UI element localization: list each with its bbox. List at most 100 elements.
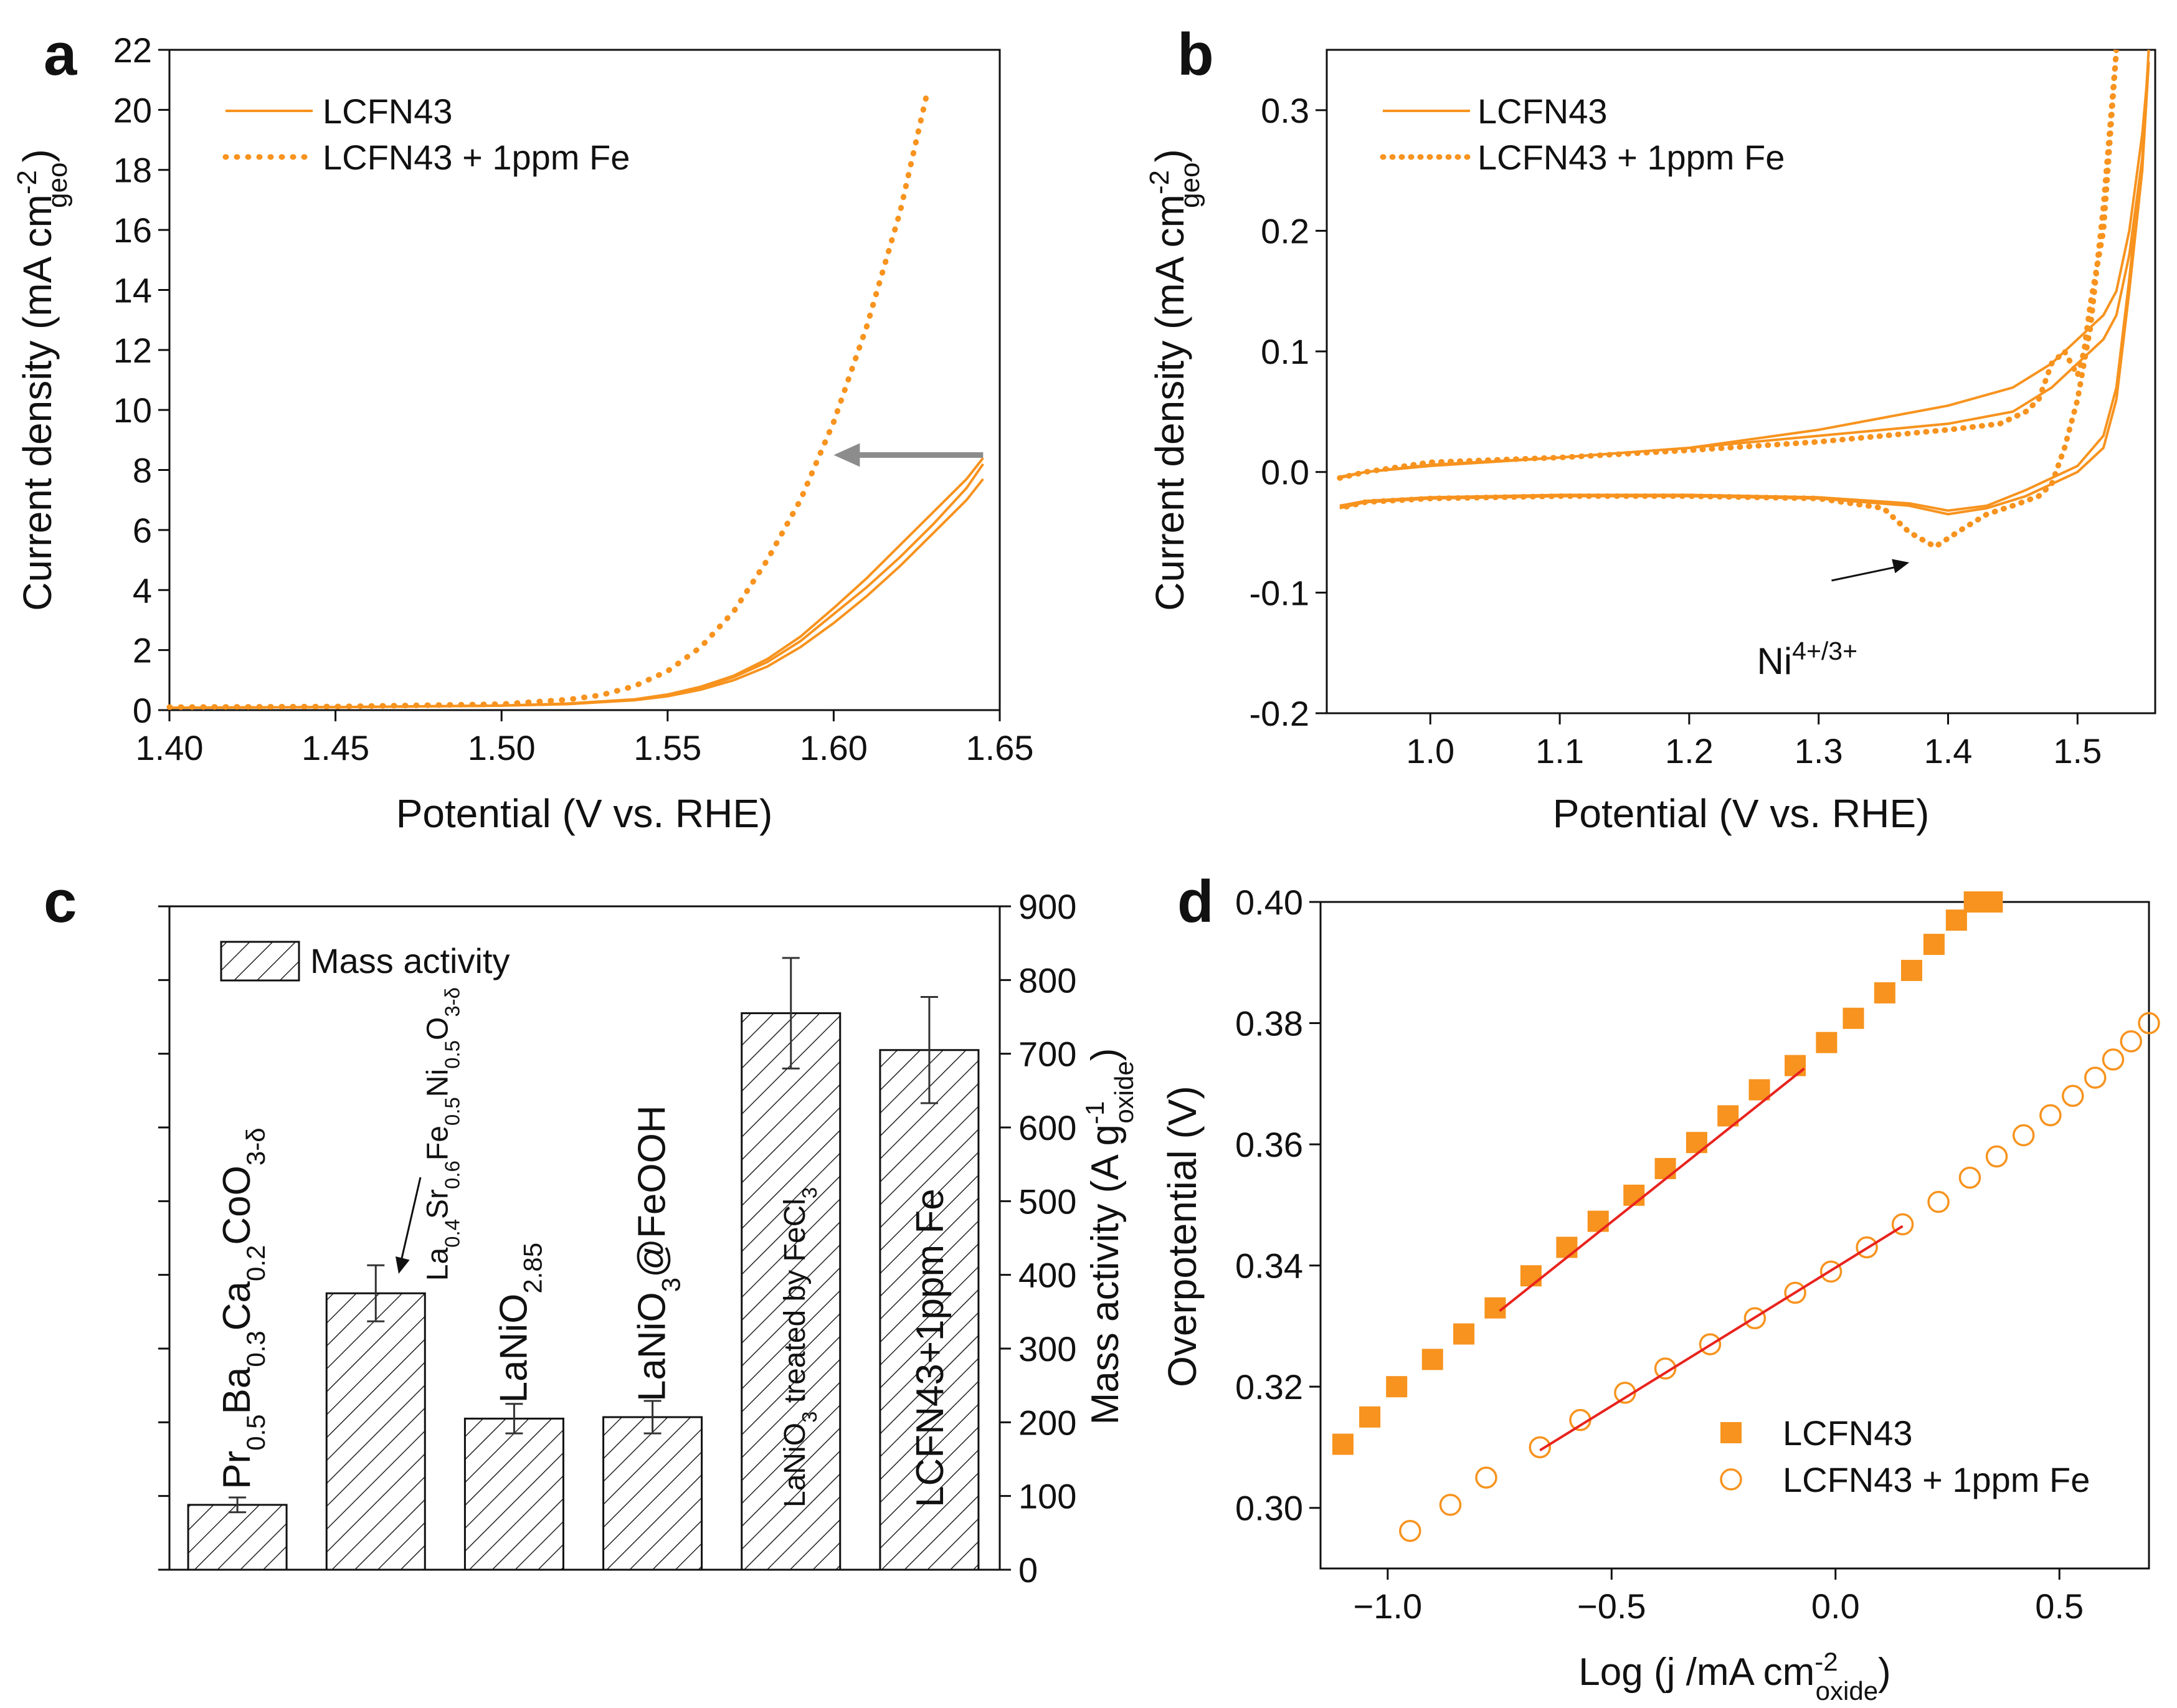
y-tick-label: 10 bbox=[113, 391, 152, 430]
panel-c-chart: 0 100 200 300 400 500 600 700 800 900 Pr0.5Ba0.3Ca… bbox=[158, 887, 1139, 1590]
data-point-square bbox=[1654, 1158, 1676, 1179]
y-tick-label: 200 bbox=[1018, 1403, 1076, 1442]
y-tick-label: 20 bbox=[113, 90, 152, 130]
y-axis-label: Overpotential (V) bbox=[1160, 1086, 1205, 1387]
x-tick-label: 1.65 bbox=[966, 728, 1034, 767]
bar-label: LaNiO2.85 bbox=[492, 1243, 547, 1403]
data-point-circle bbox=[2102, 1048, 2125, 1071]
x-tick-label: 1.60 bbox=[800, 728, 868, 767]
x-tick-label: 0.0 bbox=[1811, 1587, 1860, 1626]
plot-frame bbox=[168, 905, 1001, 1571]
x-tick-label: 1.4 bbox=[1924, 731, 1973, 771]
x-tick-label: 1.2 bbox=[1665, 731, 1714, 771]
label-pointer-head bbox=[395, 1256, 410, 1274]
data-point-square bbox=[1816, 1032, 1838, 1053]
data-point-circle bbox=[2062, 1084, 2084, 1108]
y-tick-label: 600 bbox=[1018, 1108, 1076, 1147]
data-point-circle bbox=[1927, 1190, 1950, 1213]
data-point-square bbox=[1843, 1007, 1864, 1029]
data-point-circle bbox=[1784, 1281, 1806, 1304]
y-tick-label: 0 bbox=[1018, 1550, 1038, 1590]
y-axis-label: Current density (mA cm-2geo) bbox=[1144, 149, 1205, 610]
y-tick-label: 0 bbox=[133, 691, 152, 730]
y-tick-label: 0.1 bbox=[1261, 332, 1309, 371]
data-point-square bbox=[1874, 982, 1895, 1003]
legend-swatch-circle bbox=[1720, 1468, 1742, 1491]
y-tick-label: 300 bbox=[1018, 1329, 1076, 1369]
data-point-square bbox=[1945, 909, 1967, 931]
y-tick-label: 0.34 bbox=[1235, 1246, 1303, 1286]
legend-label: LCFN43 + 1ppm Fe bbox=[1783, 1460, 2090, 1499]
annotation-arrow-shaft bbox=[1831, 564, 1904, 582]
series-line-lcfn43 bbox=[1339, 62, 2150, 516]
data-point-circle bbox=[2039, 1104, 2062, 1127]
x-tick-label: −0.5 bbox=[1577, 1587, 1646, 1626]
panel-d-chart: −1.0 −0.5 0.0 0.5 0.30 0.32 0.34 0.36 0.38 0.40 LC… bbox=[1160, 883, 2160, 1706]
data-point-circle bbox=[1958, 1166, 1981, 1189]
data-point-circle bbox=[1475, 1466, 1497, 1489]
data-point-square bbox=[1556, 1236, 1578, 1258]
data-point-square bbox=[1453, 1323, 1475, 1345]
plot-frame bbox=[1326, 49, 2156, 714]
data-point-circle bbox=[1699, 1333, 1722, 1355]
y-tick-label: 0.32 bbox=[1235, 1367, 1303, 1407]
data-point-square bbox=[1923, 934, 1945, 956]
data-point-circle bbox=[1529, 1436, 1552, 1459]
x-axis-label: Potential (V vs. RHE) bbox=[1553, 791, 1930, 836]
annotation-label: Ni4+/3+ bbox=[1757, 637, 1857, 682]
y-axis-label: Mass activity (A g-1oxide) bbox=[1080, 1048, 1139, 1425]
series-line-lcfn43-fe bbox=[1337, 49, 2120, 551]
bar bbox=[325, 1292, 426, 1571]
y-tick-label: -0.1 bbox=[1250, 573, 1310, 612]
bar bbox=[741, 1012, 842, 1571]
y-tick-label: 0.36 bbox=[1235, 1125, 1303, 1164]
x-tick-label: 1.45 bbox=[301, 728, 369, 767]
x-tick-label: 1.0 bbox=[1406, 731, 1454, 771]
data-point-square bbox=[1587, 1210, 1609, 1232]
data-point-square bbox=[1981, 891, 2003, 913]
bar-label: LaNiO3 treated by FeCl3 bbox=[779, 1187, 821, 1507]
bar-label: LaNiO3@FeOOH bbox=[631, 1105, 686, 1402]
panel-label-d: d bbox=[1177, 868, 1214, 935]
annotation-arrow-head bbox=[1892, 559, 1910, 574]
y-tick-label: 800 bbox=[1018, 961, 1076, 1000]
data-point-square bbox=[1332, 1433, 1354, 1455]
data-point-square bbox=[1900, 959, 1922, 981]
data-point-circle bbox=[1439, 1494, 1462, 1516]
panel-a-chart: 1.40 1.45 1.50 1.55 1.60 1.65 0 2 4 6 8 10 12 14 16 18 2… bbox=[12, 31, 1034, 836]
legend-label: LCFN43 bbox=[1783, 1413, 1913, 1453]
plot-frame bbox=[1319, 901, 2150, 1570]
data-point-circle bbox=[2138, 1012, 2160, 1035]
x-tick-label: 1.40 bbox=[136, 728, 204, 767]
y-tick-label: 14 bbox=[113, 270, 152, 310]
y-tick-label: 6 bbox=[133, 511, 152, 550]
x-tick-label: 1.3 bbox=[1795, 731, 1843, 771]
y-tick-label: 0.3 bbox=[1261, 91, 1309, 130]
panel-label-a: a bbox=[44, 21, 77, 88]
fit-line bbox=[1539, 1225, 1904, 1452]
bar bbox=[187, 1504, 288, 1571]
data-point-square bbox=[1686, 1132, 1707, 1154]
data-point-circle bbox=[1856, 1236, 1878, 1259]
panel-label-b: b bbox=[1177, 21, 1214, 88]
y-tick-label: 100 bbox=[1018, 1477, 1076, 1516]
y-tick-label: 0.40 bbox=[1235, 883, 1303, 922]
data-point-square bbox=[1785, 1055, 1806, 1076]
y-tick-label: 8 bbox=[133, 451, 152, 490]
bar bbox=[602, 1416, 703, 1571]
y-tick-label: 4 bbox=[133, 571, 152, 610]
series-line-lcfn43 bbox=[169, 457, 984, 709]
legend-swatch-hatch bbox=[220, 941, 300, 982]
y-tick-label: 0.2 bbox=[1261, 211, 1309, 250]
y-tick-label: 0.38 bbox=[1235, 1004, 1303, 1043]
data-point-circle bbox=[2120, 1030, 2142, 1053]
y-tick-label: 900 bbox=[1018, 887, 1076, 926]
data-point-circle bbox=[1985, 1145, 2008, 1168]
legend-swatch-square bbox=[1720, 1422, 1742, 1443]
legend-label: LCFN43 bbox=[323, 92, 453, 131]
y-tick-label: 500 bbox=[1018, 1182, 1076, 1221]
y-tick-label: 22 bbox=[113, 31, 152, 70]
data-point-circle bbox=[1891, 1213, 1914, 1236]
bar-label: Pr0.5Ba0.3Ca0.2CoO3-δ bbox=[216, 1127, 270, 1489]
data-point-square bbox=[1386, 1376, 1408, 1398]
